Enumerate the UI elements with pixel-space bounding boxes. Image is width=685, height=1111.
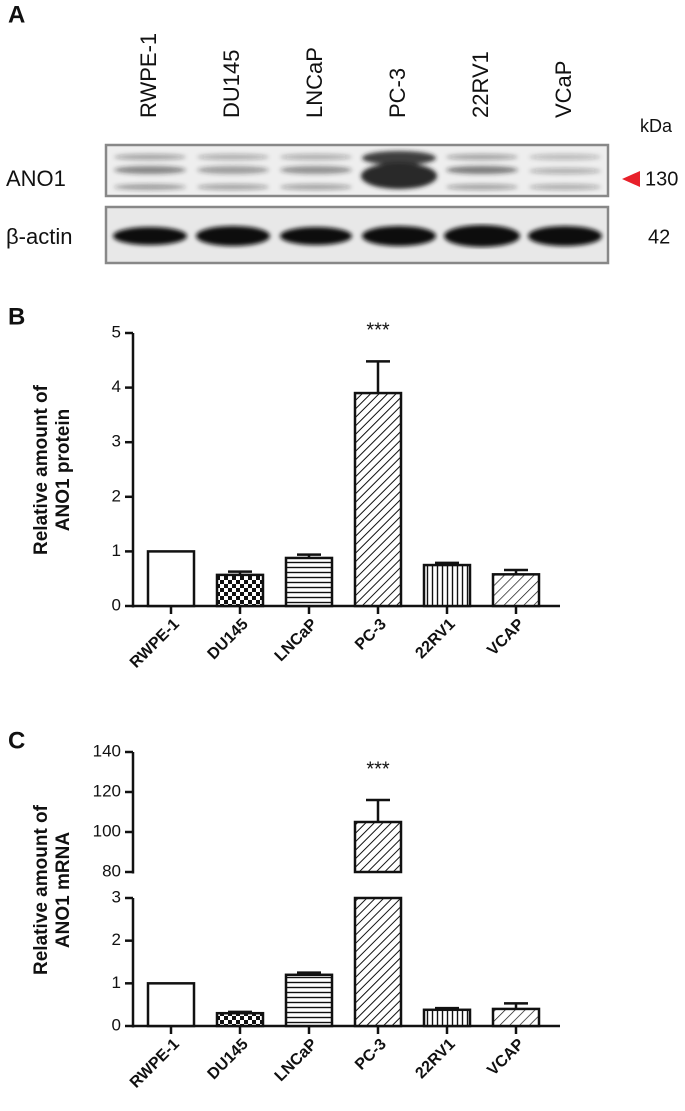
error-bar: [435, 561, 459, 566]
y-tick-label: 0: [112, 1015, 121, 1034]
bar: [215, 1011, 265, 1028]
y-axis-label: Relative amount of: [31, 384, 52, 555]
y-tick-label: 120: [93, 781, 121, 800]
x-tick-label: VCAP: [484, 1036, 528, 1080]
bar: [422, 563, 472, 608]
x-tick-label: 22RV1: [412, 616, 458, 662]
y-axis-label: ANO1 mRNA: [53, 832, 74, 948]
lane-label: 22RV1: [468, 51, 493, 118]
row-label: β-actin: [6, 224, 72, 249]
bar: [146, 982, 196, 1028]
kda-value: 130: [645, 168, 678, 190]
lane-label: LNCaP: [302, 47, 327, 118]
bar: [284, 556, 334, 608]
bar: [215, 573, 265, 608]
x-tick-label: DU145: [205, 616, 252, 663]
x-tick-label: LNCaP: [272, 616, 321, 665]
error-bar: [504, 1002, 528, 1009]
y-tick-label: 1: [112, 973, 121, 992]
y-tick-label: 3: [112, 432, 121, 451]
bar: [353, 820, 403, 874]
lane-labels: RWPE-1 DU145 LNCaP PC-3 22RV1 VCaP: [136, 33, 576, 118]
y-tick-label: 140: [93, 741, 121, 760]
kda-header: kDa: [640, 116, 673, 136]
x-tick-label: LNCaP: [272, 1036, 321, 1085]
bar: [491, 1007, 541, 1028]
error-bar: [228, 570, 252, 575]
error-bar: [366, 798, 390, 822]
error-bar: [366, 360, 390, 394]
significance: ***: [366, 758, 390, 780]
kda-value: 42: [648, 226, 670, 248]
bar: [146, 550, 196, 608]
y-tick-label: 80: [102, 861, 121, 880]
panel-label: C: [8, 727, 25, 754]
arrow-marker: [622, 171, 640, 187]
lane-label: DU145: [219, 50, 244, 118]
y-tick-label: 100: [93, 821, 121, 840]
y-tick-label: 4: [112, 377, 121, 396]
bar: [353, 896, 403, 1028]
x-tick-label: PC-3: [352, 1036, 390, 1074]
lane-label: RWPE-1: [136, 33, 161, 118]
bar: [491, 573, 541, 608]
x-tick-label: DU145: [205, 1036, 252, 1083]
bar: [284, 973, 334, 1028]
y-tick-label: 2: [112, 930, 121, 949]
y-axis-label: ANO1 protein: [53, 409, 74, 531]
error-bar: [297, 971, 321, 975]
x-tick-label: 22RV1: [412, 1036, 458, 1082]
bar: [353, 391, 403, 608]
bar: [422, 1008, 472, 1028]
x-tick-label: RWPE-1: [127, 616, 183, 672]
y-tick-label: 5: [112, 322, 121, 341]
error-bar: [297, 553, 321, 558]
panel-label: B: [8, 303, 25, 330]
x-tick-label: RWPE-1: [127, 1036, 183, 1092]
row-label: ANO1: [6, 166, 66, 191]
blot-actin: [104, 205, 610, 265]
panel-label: A: [8, 1, 25, 28]
blot-ano1: [104, 143, 610, 198]
significance: ***: [366, 320, 390, 342]
y-tick-label: 3: [112, 887, 121, 906]
y-tick-label: 1: [112, 541, 121, 560]
y-tick-label: 0: [112, 595, 121, 614]
y-axis-label: Relative amount of: [31, 804, 52, 975]
error-bar: [504, 568, 528, 575]
y-tick-label: 2: [112, 486, 121, 505]
lane-label: PC-3: [385, 68, 410, 118]
error-bar: [228, 1010, 252, 1014]
error-bar: [435, 1006, 459, 1010]
lane-label: VCaP: [551, 61, 576, 118]
x-tick-label: VCAP: [484, 616, 528, 660]
x-tick-label: PC-3: [352, 616, 390, 654]
